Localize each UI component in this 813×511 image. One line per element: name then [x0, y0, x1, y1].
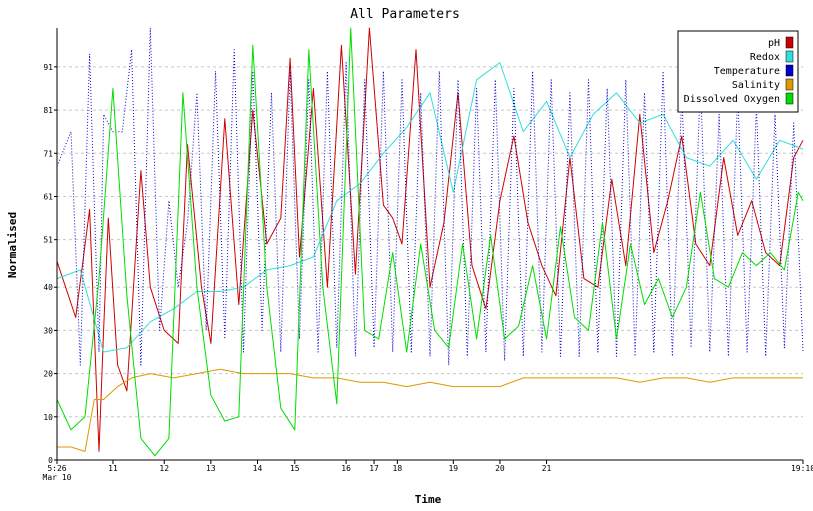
x-tick-label: 14 — [253, 464, 263, 473]
legend-label: Salinity — [732, 80, 780, 91]
x-tick-label: 15 — [290, 464, 300, 473]
series-line-dissolved-oxygen — [56, 27, 804, 457]
y-tick-label: 40 — [43, 283, 53, 292]
legend-label: Dissolved Oxygen — [684, 94, 780, 105]
grid — [57, 66, 803, 418]
y-tick-label: 91 — [43, 63, 53, 72]
x-tick-label: 19:10 — [791, 464, 813, 473]
y-tick-label: 0 — [48, 456, 53, 465]
series-line-redox — [56, 62, 804, 353]
y-tick-label: 81 — [43, 106, 53, 115]
legend-swatch — [785, 78, 794, 91]
y-axis-label: Normalised — [6, 212, 19, 278]
axes — [56, 28, 803, 461]
x-tick-label: 12 — [159, 464, 169, 473]
y-ticks: 0 10 20 30 40 51 61 71 81 91 — [43, 63, 57, 465]
x-tick-label: 20 — [495, 464, 505, 473]
legend-label: pH — [768, 38, 780, 49]
y-tick-label: 71 — [43, 149, 53, 158]
x-tick-label: 13 — [206, 464, 216, 473]
legend-swatch — [785, 64, 794, 77]
x-tick-sublabel: Mar 10 — [43, 473, 72, 482]
legend: pH Redox Temperature Salinity Dissolved Oxyg… — [677, 30, 799, 113]
y-tick-label: 10 — [43, 413, 53, 422]
plot-area — [56, 27, 804, 457]
x-tick-label: 11 — [108, 464, 118, 473]
y-tick-label: 30 — [43, 326, 53, 335]
x-axis-label: Time — [415, 493, 442, 506]
x-tick-label: 17 — [369, 464, 379, 473]
x-tick-label: 18 — [393, 464, 403, 473]
legend-label: Redox — [750, 52, 780, 63]
y-tick-label: 61 — [43, 192, 53, 201]
chart-title: All Parameters — [350, 7, 460, 22]
legend-box — [677, 30, 799, 113]
legend-swatch — [785, 92, 794, 105]
x-tick-label: 19 — [448, 464, 458, 473]
x-tick-label: 5:26 — [47, 464, 66, 473]
legend-label: Temperature — [714, 66, 780, 77]
legend-swatch — [785, 36, 794, 49]
series-line-ph — [56, 27, 804, 452]
x-tick-label: 16 — [341, 464, 351, 473]
y-tick-label: 20 — [43, 370, 53, 379]
series-line-salinity — [57, 368, 803, 452]
x-tick-label: 21 — [542, 464, 552, 473]
legend-swatch — [785, 50, 794, 63]
series-line-temperature — [56, 27, 804, 366]
y-tick-label: 51 — [43, 236, 53, 245]
